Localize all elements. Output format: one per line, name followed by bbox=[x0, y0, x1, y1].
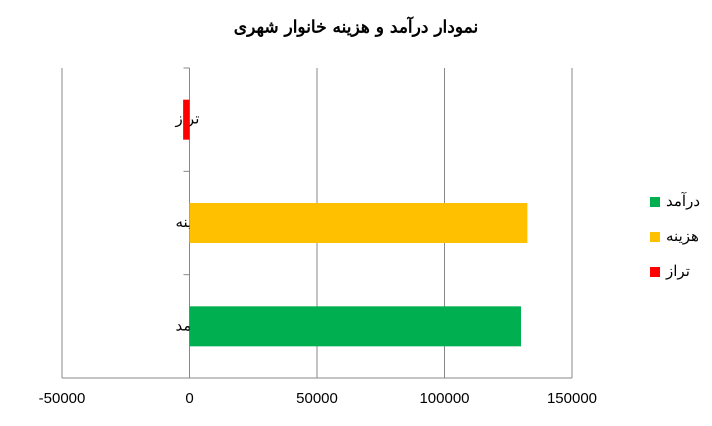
legend-swatch bbox=[650, 267, 660, 277]
bar bbox=[189, 203, 528, 243]
x-tick-label: 0 bbox=[185, 390, 193, 407]
legend-label: درآمد bbox=[666, 192, 700, 210]
legend-label: هزینه bbox=[666, 227, 699, 245]
x-tick-label: 150000 bbox=[547, 390, 597, 407]
legend-label: تراز bbox=[665, 262, 690, 280]
x-tick-label: 100000 bbox=[419, 390, 469, 407]
bar bbox=[189, 306, 521, 347]
legend-swatch bbox=[650, 232, 660, 242]
chart-title: نمودار درآمد و هزینه خانوار شهری bbox=[234, 16, 478, 38]
x-tick-label: -50000 bbox=[39, 390, 86, 407]
legend-swatch bbox=[650, 197, 660, 207]
x-tick-label: 50000 bbox=[296, 390, 338, 407]
bar bbox=[183, 99, 190, 140]
